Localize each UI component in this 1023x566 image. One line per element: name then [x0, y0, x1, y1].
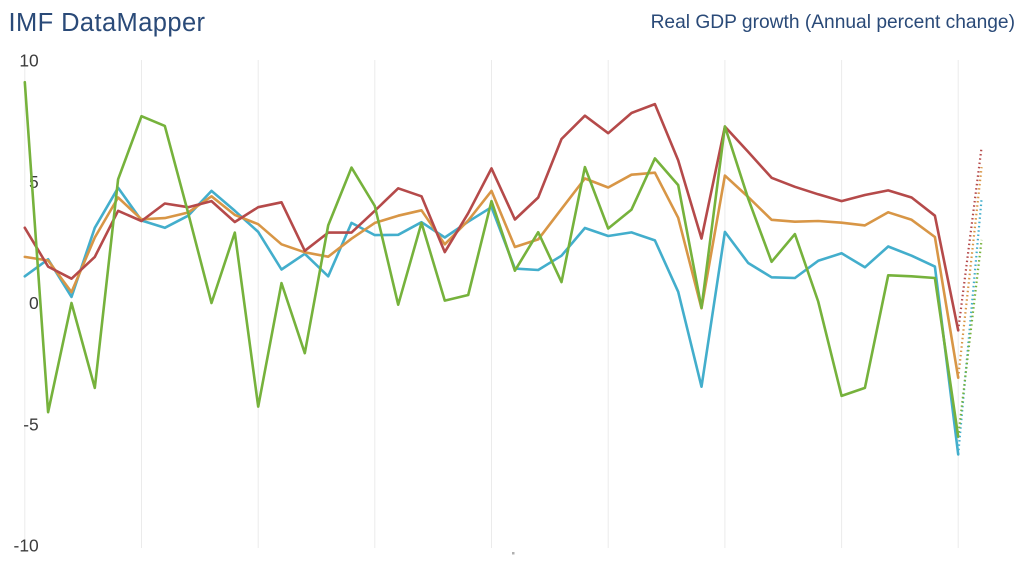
- svg-text:-10: -10: [14, 536, 39, 556]
- svg-text:-5: -5: [23, 414, 38, 434]
- svg-text:0: 0: [29, 293, 39, 313]
- svg-text:5: 5: [29, 172, 39, 192]
- svg-text:10: 10: [19, 51, 38, 71]
